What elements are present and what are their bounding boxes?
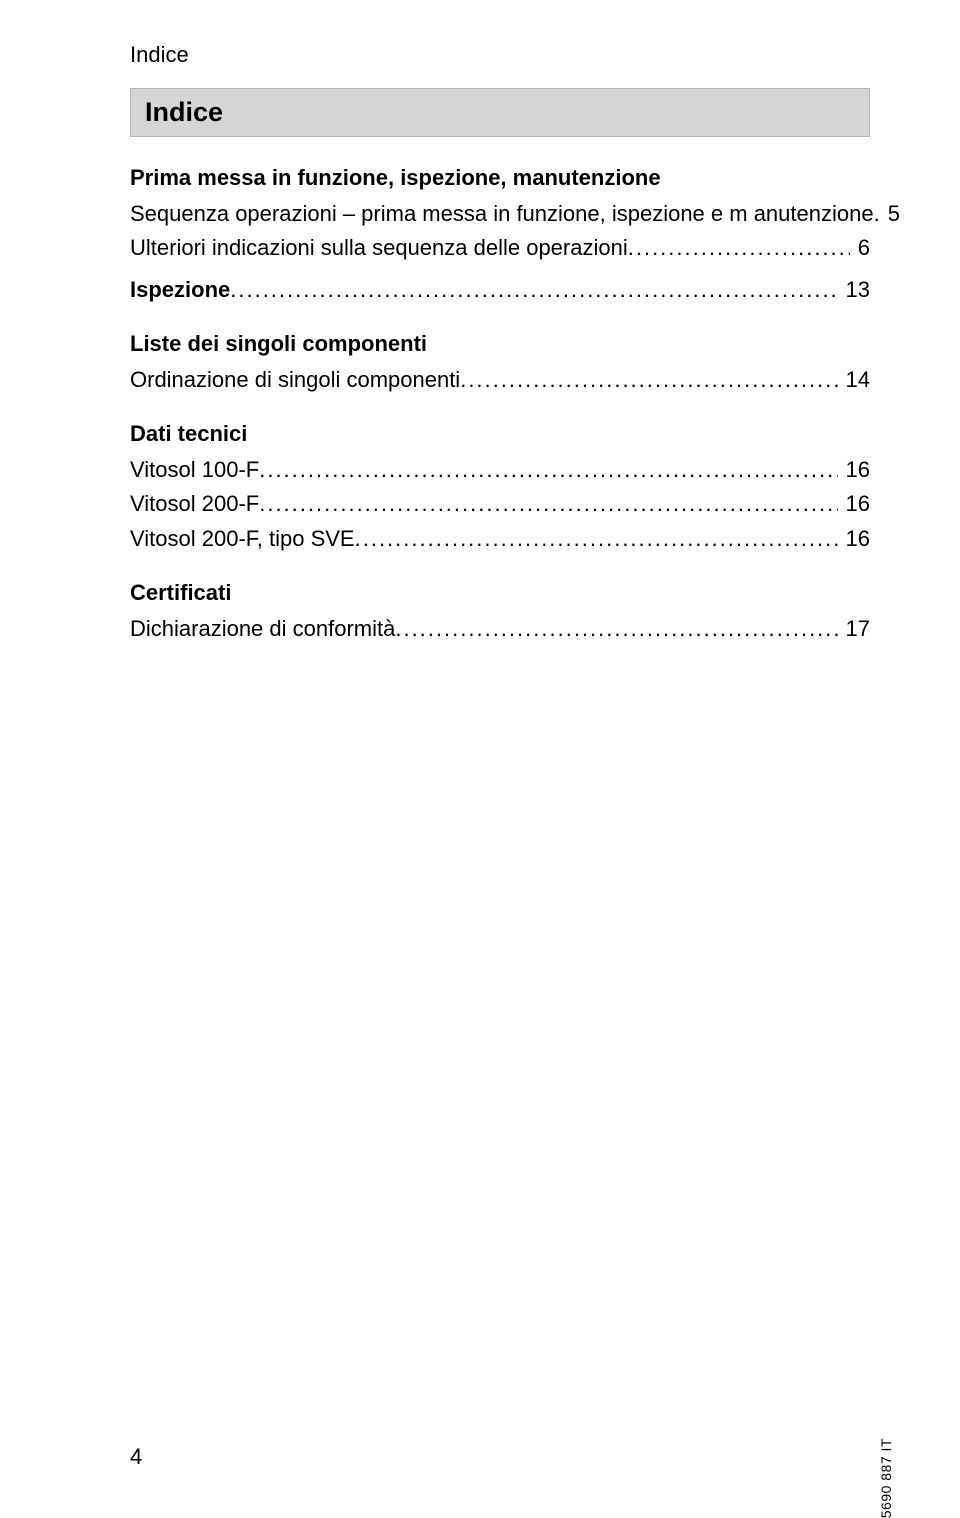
toc-entry: Sequenza operazioni – prima messa in fun…: [130, 197, 870, 231]
toc-entry: Ordinazione di singoli componenti 14: [130, 363, 870, 397]
toc-section: Ispezione 13: [130, 273, 870, 307]
leader-dots: [628, 231, 850, 265]
leader-dots: [460, 363, 837, 397]
toc-entry-page: 13: [838, 273, 870, 307]
section-heading: Ispezione: [130, 273, 230, 307]
toc-entry-page: 17: [838, 612, 870, 646]
toc-entry: Vitosol 200-F 16: [130, 487, 870, 521]
toc-entry: Ispezione 13: [130, 273, 870, 307]
toc-section: Certificati Dichiarazione di conformità …: [130, 580, 870, 646]
leader-dots: [395, 612, 837, 646]
toc-entry-page: 16: [838, 522, 870, 556]
toc-entry-label: Dichiarazione di conformità: [130, 612, 395, 646]
toc-entry-page: 5: [880, 197, 900, 231]
document-code: 5690 887 IT: [878, 1438, 894, 1518]
toc-entry: Dichiarazione di conformità 17: [130, 612, 870, 646]
toc-entry-page: 16: [838, 453, 870, 487]
toc-entry-label: Ordinazione di singoli componenti: [130, 363, 460, 397]
section-heading: Dati tecnici: [130, 421, 870, 447]
section-heading: Certificati: [130, 580, 870, 606]
toc-section: Prima messa in funzione, ispezione, manu…: [130, 165, 870, 265]
page-number: 4: [130, 1444, 142, 1470]
section-heading: Liste dei singoli componenti: [130, 331, 870, 357]
toc-entry: Ulteriori indicazioni sulla sequenza del…: [130, 231, 870, 265]
toc-entry-label: Vitosol 200-F, tipo SVE: [130, 522, 355, 556]
leader-dots: [259, 453, 837, 487]
toc-entry-page: 6: [850, 231, 870, 265]
leader-dots: [259, 487, 837, 521]
leader-dots: [230, 273, 837, 307]
leader-dots: [355, 522, 838, 556]
toc-entry-page: 14: [838, 363, 870, 397]
toc-entry-label: Vitosol 100-F: [130, 453, 259, 487]
header-label: Indice: [130, 42, 870, 68]
toc-entry-label: Ulteriori indicazioni sulla sequenza del…: [130, 231, 628, 265]
toc-section: Liste dei singoli componenti Ordinazione…: [130, 331, 870, 397]
footer: 4: [130, 1444, 870, 1470]
title-bar: Indice: [130, 88, 870, 137]
page: Indice Indice Prima messa in funzione, i…: [0, 0, 960, 1512]
toc-entry-page: 16: [838, 487, 870, 521]
section-heading: Prima messa in funzione, ispezione, manu…: [130, 165, 870, 191]
toc-entry: Vitosol 200-F, tipo SVE 16: [130, 522, 870, 556]
toc-entry: Vitosol 100-F 16: [130, 453, 870, 487]
toc-entry-label: Sequenza operazioni – prima messa in fun…: [130, 197, 880, 231]
toc-section: Dati tecnici Vitosol 100-F 16 Vitosol 20…: [130, 421, 870, 555]
toc-entry-label: Vitosol 200-F: [130, 487, 259, 521]
